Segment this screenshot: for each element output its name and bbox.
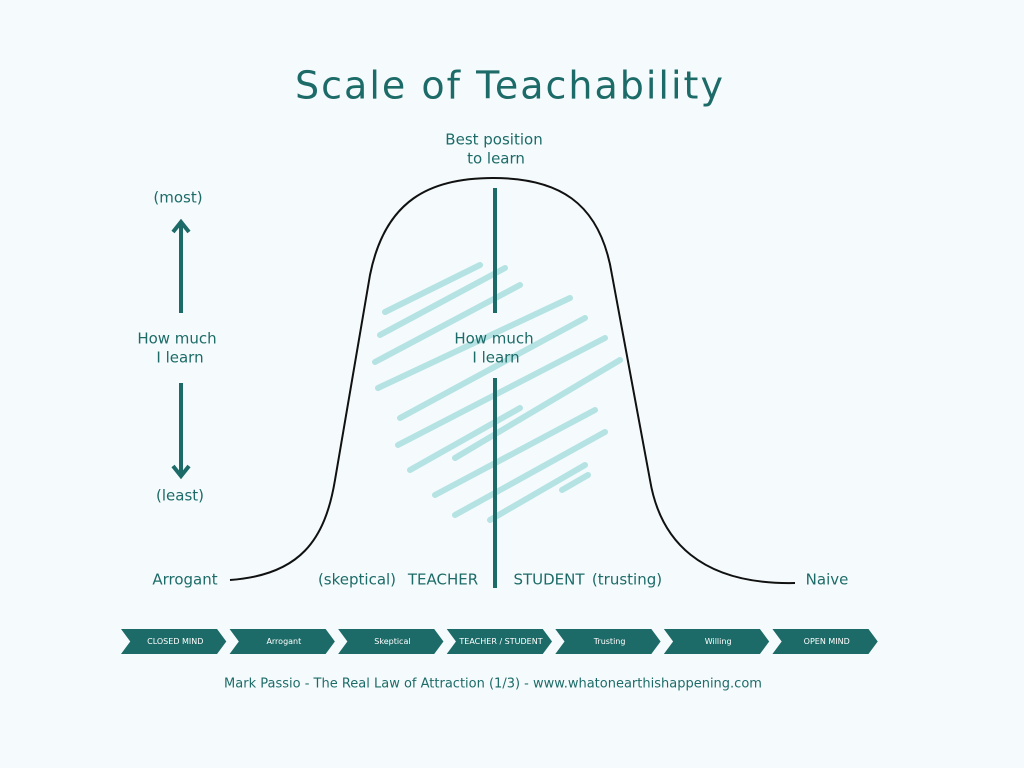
curve-label: Naive <box>806 571 849 589</box>
scale-label: Willing <box>705 637 732 646</box>
peak-label: to learn <box>467 150 525 168</box>
axis-bottom: (least) <box>156 487 204 505</box>
curve-label: Arrogant <box>152 571 217 589</box>
scale-step <box>117 627 229 656</box>
title: Scale of Teachability <box>295 64 725 108</box>
scale-step <box>225 627 338 656</box>
scale-step <box>768 627 881 656</box>
bell-curve <box>229 176 796 585</box>
peak-label: Best position <box>445 131 542 149</box>
scale-label: Trusting <box>593 637 626 646</box>
axis-label: How much <box>137 330 216 348</box>
scale-step <box>442 627 555 656</box>
scale-label: TEACHER / STUDENT <box>458 637 542 646</box>
footer: Mark Passio - The Real Law of Attraction… <box>224 677 762 692</box>
axis-arrows <box>171 218 191 480</box>
center-label: I learn <box>472 349 519 367</box>
scale-label: CLOSED MIND <box>147 637 203 646</box>
scale-step <box>334 627 446 656</box>
curve-label: (skeptical) <box>318 571 396 589</box>
scale-step <box>659 627 772 656</box>
scale-step <box>551 627 664 656</box>
scale-label: Arrogant <box>266 637 301 646</box>
axis-top: (most) <box>153 189 202 207</box>
axis-label: I learn <box>156 349 203 367</box>
curve-label: TEACHER <box>407 571 478 589</box>
center-label: How much <box>454 330 533 348</box>
scale: CLOSED MIND Arrogant Skeptical TEACHER / ST… <box>117 627 881 656</box>
hatching <box>372 262 623 523</box>
curve-label: (trusting) <box>592 571 662 589</box>
scale-label: OPEN MIND <box>804 637 850 646</box>
scale-label: Skeptical <box>374 637 410 646</box>
curve-label: STUDENT <box>513 571 585 589</box>
